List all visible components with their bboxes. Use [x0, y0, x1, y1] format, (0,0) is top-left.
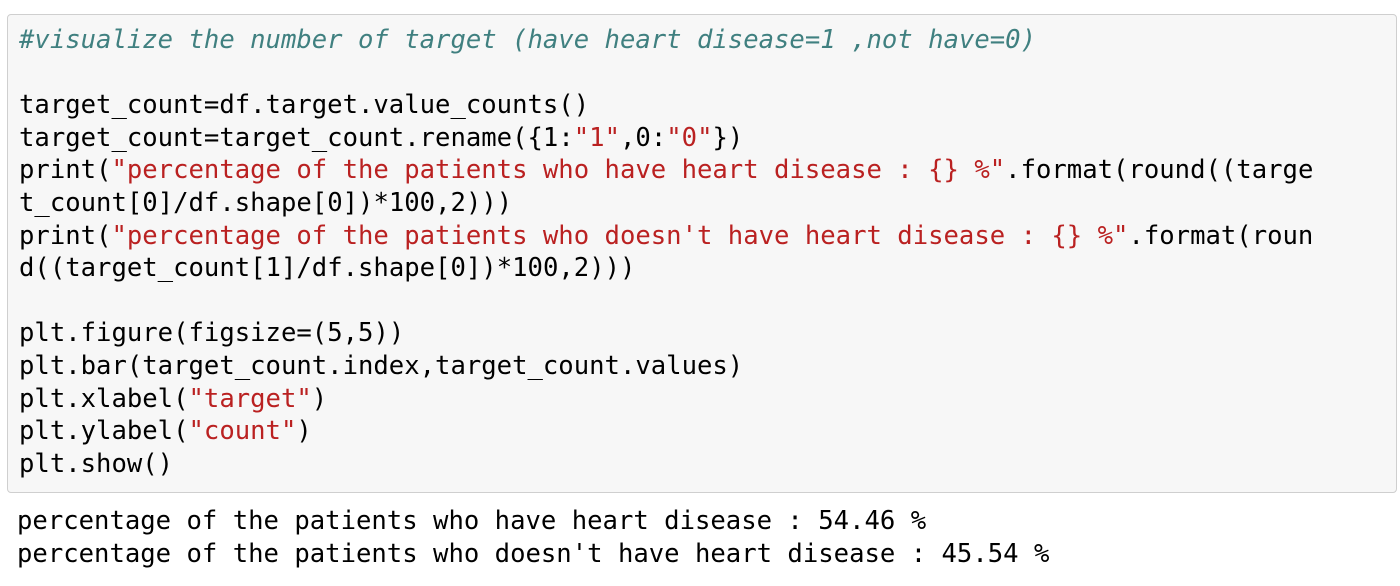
code-token-number: 0	[327, 187, 343, 218]
code-line: plt.xlabel("target")	[19, 383, 1313, 416]
code-token-plain: :	[650, 122, 667, 153]
code-token-number: 2	[573, 253, 590, 284]
code-token-number: 1	[542, 122, 559, 153]
code-token-string: "percentage of the patients who doesn't …	[111, 220, 1129, 251]
code-token-plain: ))	[373, 318, 405, 349]
code-line: t_count[0]/df.shape[0])*100,2)))	[19, 187, 1313, 220]
code-token-plain: d((target_count[	[19, 253, 266, 284]
output-line: percentage of the patients who have hear…	[17, 506, 927, 536]
code-token-plain: ]/df.shape[	[280, 253, 451, 284]
code-token-plain: )	[296, 416, 312, 447]
code-token-number: 100	[512, 253, 559, 284]
code-line: plt.bar(target_count.index,target_count.…	[19, 350, 1313, 383]
code-token-plain: .format(roun	[1128, 220, 1314, 251]
code-token-plain: ])*	[342, 187, 389, 218]
code-token-plain: plt.figure(figsize=(	[19, 318, 328, 349]
code-editor[interactable]: #visualize the number of target (have he…	[19, 24, 1313, 480]
code-token-plain: :	[558, 122, 574, 153]
code-line: print("percentage of the patients who ha…	[19, 154, 1313, 187]
code-token-number: 100	[388, 187, 436, 218]
code-line: plt.show()	[19, 448, 1313, 481]
code-token-plain: plt.ylabel(	[19, 416, 189, 447]
code-token-plain: t_count[	[19, 187, 143, 218]
code-token-string: "target"	[188, 383, 312, 414]
code-line: target_count=df.target.value_counts()	[19, 89, 1313, 122]
code-token-number: 2	[450, 187, 466, 218]
code-token-number: 0	[450, 253, 466, 284]
code-token-number: 5	[358, 318, 374, 349]
code-token-number: 0	[635, 122, 651, 153]
code-token-plain: ,	[558, 253, 574, 284]
code-token-string: "1"	[573, 122, 620, 153]
code-token-plain: ])*	[465, 253, 513, 284]
code-token-plain: })	[712, 122, 744, 153]
code-line	[19, 285, 1313, 318]
code-token-plain: ]/df.shape[	[157, 187, 328, 218]
code-token-number: 0	[142, 187, 158, 218]
code-token-plain: print(	[19, 155, 112, 186]
code-token-string: "percentage of the patients who have hea…	[111, 155, 1006, 186]
code-token-plain: plt.xlabel(	[19, 383, 189, 414]
code-line: d((target_count[1]/df.shape[0])*100,2)))	[19, 252, 1313, 285]
code-token-plain: ,	[435, 187, 451, 218]
code-token-plain: )))	[465, 187, 513, 218]
code-token-string: "count"	[188, 416, 297, 447]
code-line: print("percentage of the patients who do…	[19, 220, 1313, 253]
code-token-plain: ,	[342, 318, 359, 349]
code-line: plt.figure(figsize=(5,5))	[19, 317, 1313, 350]
code-line: #visualize the number of target (have he…	[19, 24, 1313, 57]
code-token-plain: )))	[589, 253, 636, 284]
code-token-plain: plt.show()	[19, 448, 174, 479]
code-line: target_count=target_count.rename({1:"1",…	[19, 122, 1313, 155]
code-token-plain: .format(round((targe	[1005, 155, 1314, 186]
code-token-plain: )	[311, 383, 328, 414]
code-token-number: 5	[327, 318, 343, 349]
code-token-plain: print(	[19, 220, 112, 251]
code-line: plt.ylabel("count")	[19, 415, 1313, 448]
code-token-string: "0"	[666, 122, 713, 153]
code-line	[19, 57, 1313, 90]
cell-output: percentage of the patients who have hear…	[17, 505, 1049, 570]
code-token-plain: ,	[619, 122, 636, 153]
output-line: percentage of the patients who doesn't h…	[17, 538, 1050, 569]
code-token-plain: plt.bar(target_count.index,target_count.…	[19, 350, 744, 381]
code-cell-input[interactable]: #visualize the number of target (have he…	[7, 14, 1397, 493]
code-token-plain: target_count=df.target.value_counts()	[19, 90, 590, 121]
code-token-comment: #visualize the number of target (have he…	[19, 25, 1036, 55]
code-token-number: 1	[265, 253, 281, 284]
code-token-plain: target_count=target_count.rename({	[19, 122, 543, 153]
